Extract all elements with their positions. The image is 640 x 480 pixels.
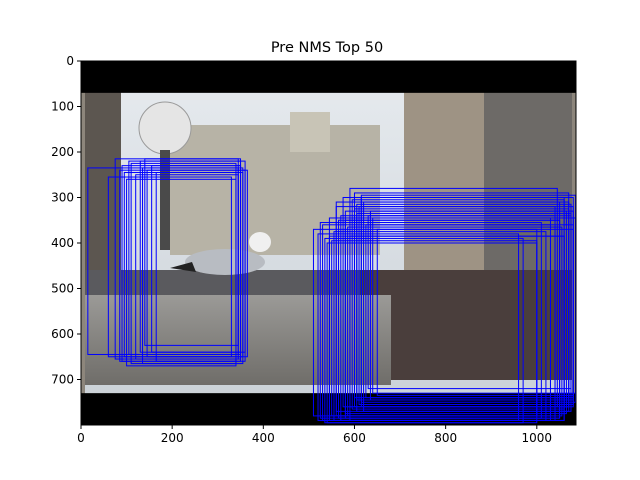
detection-box [349, 235, 565, 421]
x-tick-label: 800 [434, 431, 457, 445]
detection-boxes [87, 158, 577, 424]
y-tick-label: 0 [66, 54, 74, 68]
y-tick-label: 200 [51, 145, 74, 159]
detection-box [356, 212, 572, 412]
detection-box [155, 171, 237, 362]
y-tick-label: 100 [51, 100, 74, 114]
detection-box [376, 228, 574, 396]
image-axes: 0 200 400 600 800 1000 0 100 200 300 400 500 600 700 [51, 54, 577, 445]
y-tick-label: 400 [51, 236, 74, 250]
detection-box [142, 167, 244, 365]
detection-box [146, 169, 248, 358]
x-tick-label: 400 [252, 431, 275, 445]
y-tick-label: 600 [51, 327, 74, 341]
detection-box [353, 208, 570, 408]
x-tick-label: 200 [161, 431, 184, 445]
x-tick-label: 600 [343, 431, 366, 445]
detection-box [128, 160, 242, 355]
detection-box [344, 219, 561, 419]
x-axis-ticks: 0 200 400 600 800 1000 [77, 425, 552, 445]
letterbox-band [81, 61, 576, 93]
detection-box [135, 174, 239, 360]
detection-box [335, 206, 556, 417]
detection-box [324, 237, 524, 424]
y-axis-ticks: 0 100 200 300 400 500 600 700 [51, 54, 81, 387]
x-tick-label: 1000 [522, 431, 553, 445]
figure-title: Pre NMS Top 50 [271, 40, 383, 56]
y-tick-label: 500 [51, 282, 74, 296]
y-tick-label: 700 [51, 373, 74, 387]
letterbox-bands [81, 61, 576, 425]
y-tick-label: 300 [51, 191, 74, 205]
x-tick-label: 0 [77, 431, 85, 445]
